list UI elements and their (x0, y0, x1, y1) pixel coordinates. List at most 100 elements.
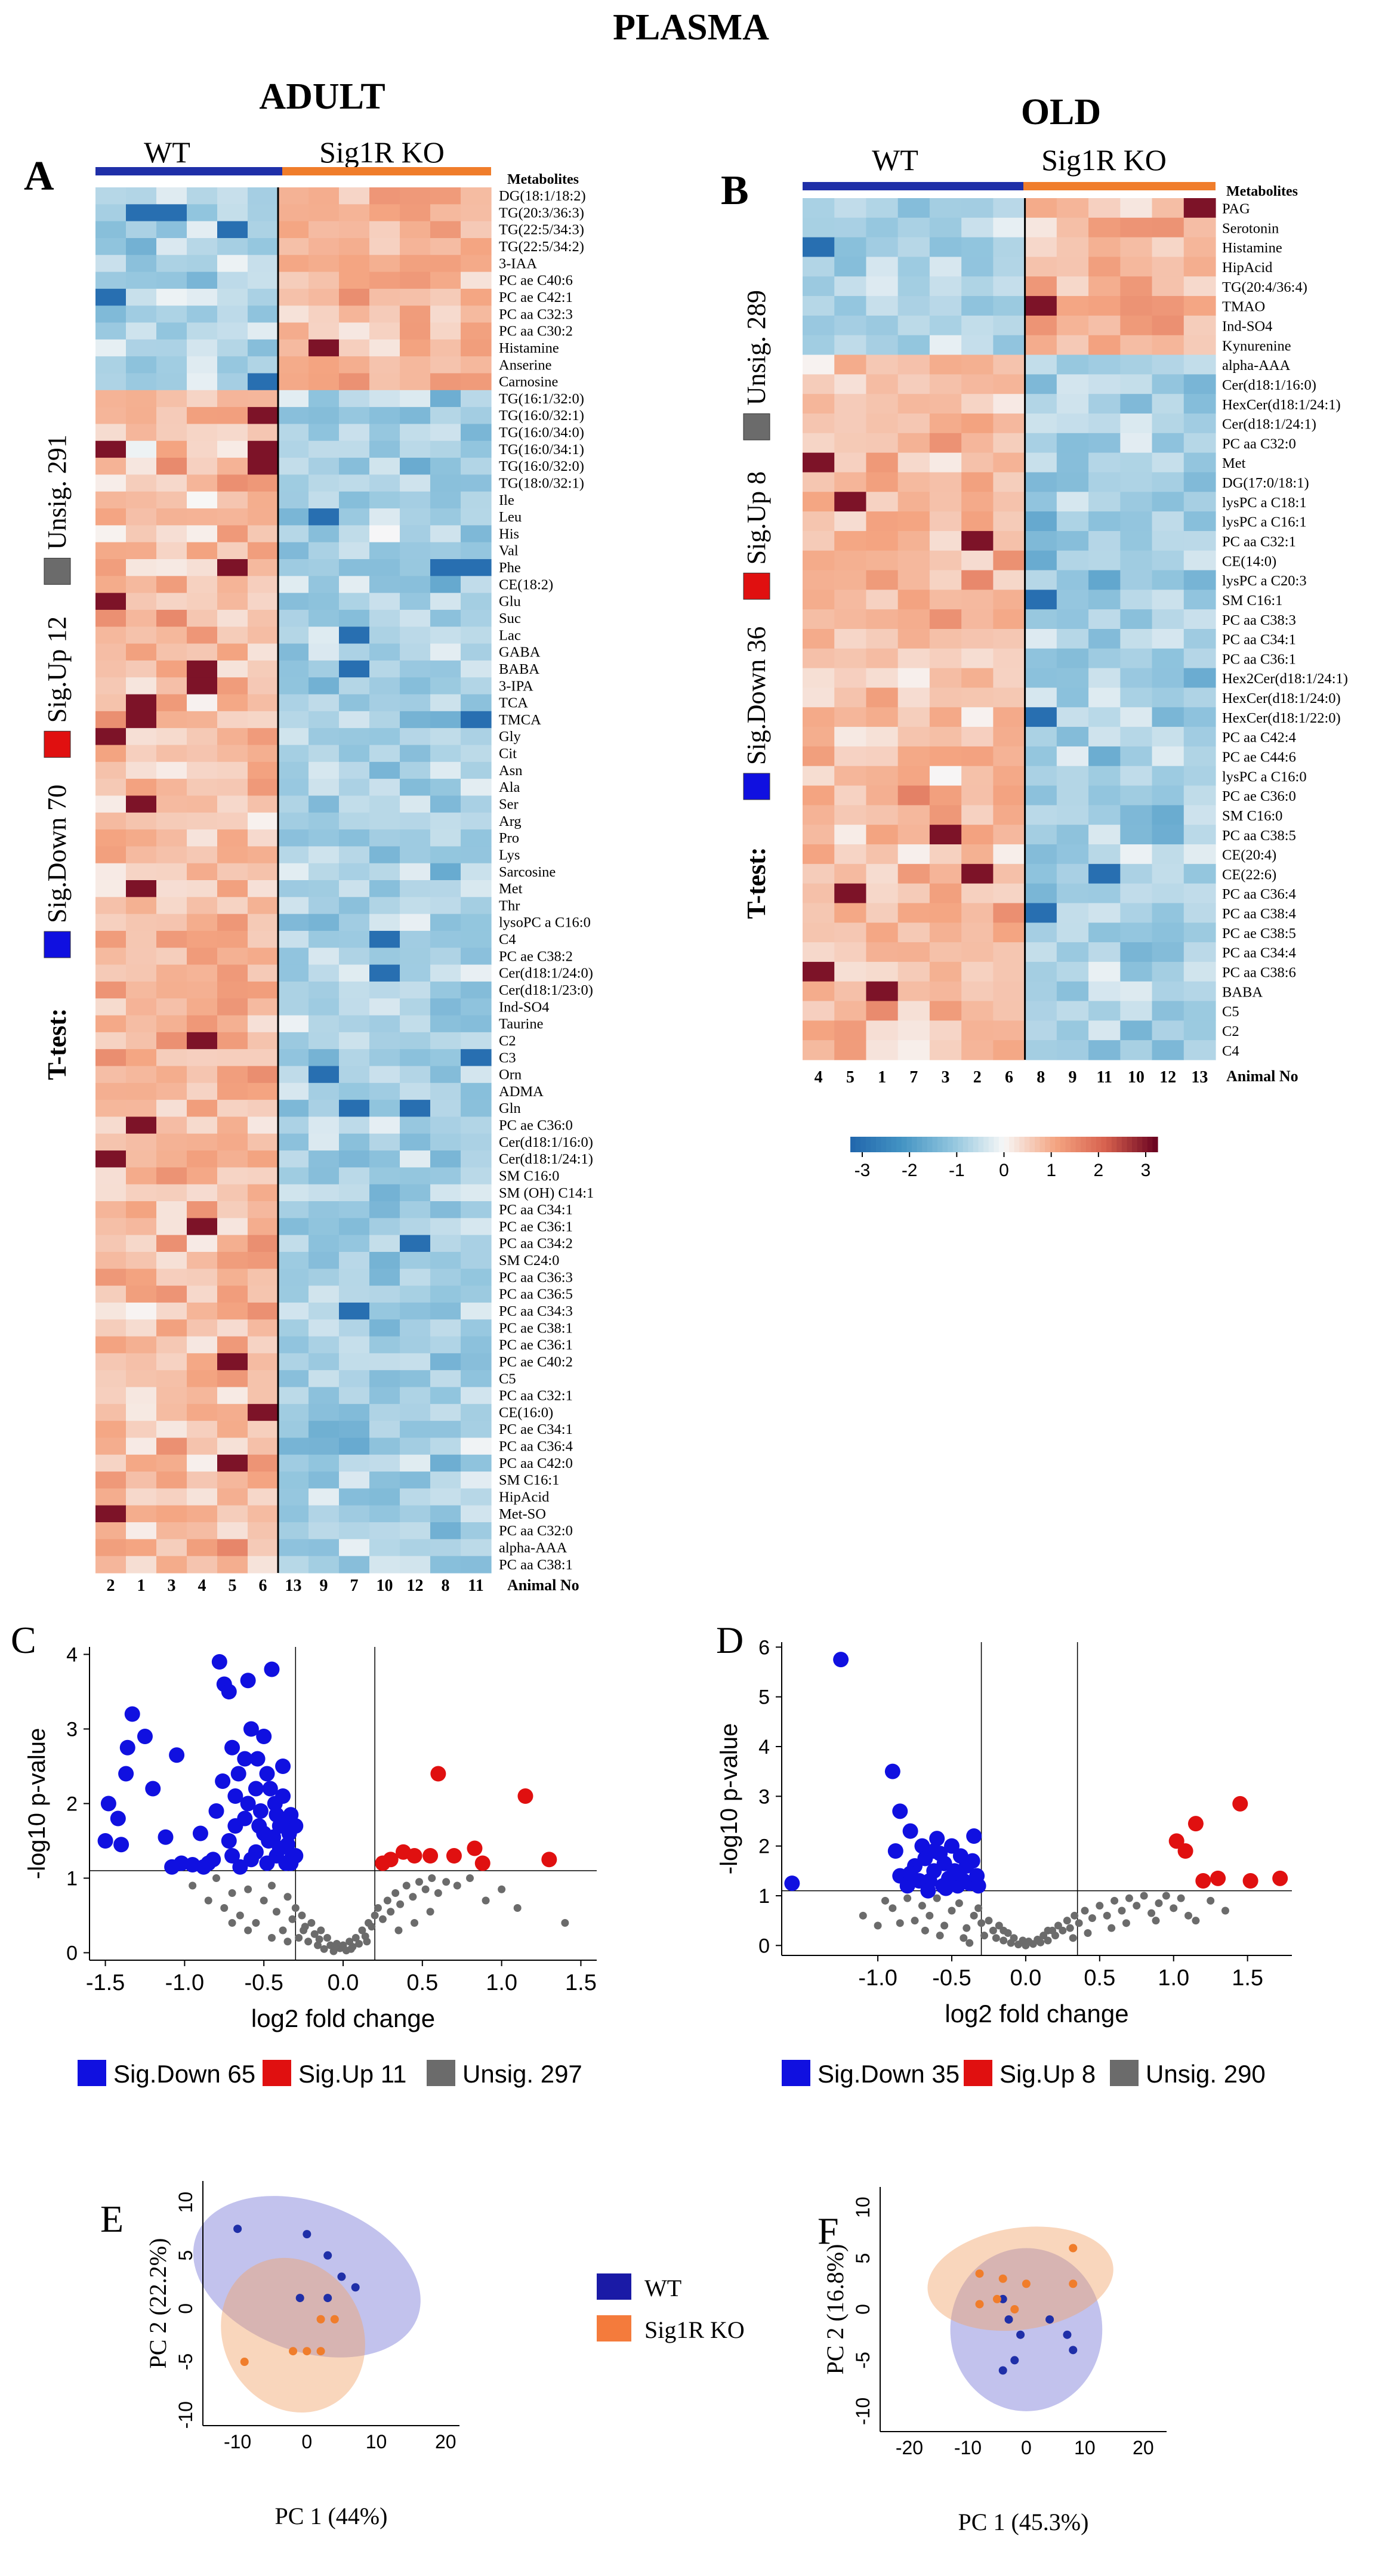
unsig-point (358, 1926, 366, 1935)
heatmap-cell (95, 1285, 127, 1303)
heatmap-cell (461, 694, 492, 712)
heatmap-cell (1056, 766, 1089, 786)
heatmap-cell (217, 779, 248, 797)
heatmap-cell (248, 187, 279, 205)
heatmap-cell (1056, 1020, 1089, 1041)
heatmap-cell (430, 1370, 461, 1388)
colorbar-segment (850, 1137, 856, 1152)
heatmap-cell (1152, 1001, 1184, 1021)
heatmap-cell (156, 491, 187, 509)
heatmap-cell (430, 846, 461, 864)
heatmap-cell (400, 1285, 431, 1303)
unsig-point (936, 1932, 944, 1940)
heatmap-cell (156, 1505, 187, 1523)
heatmap-cell (126, 593, 157, 610)
row-label: PC aa C38:5 (1222, 828, 1296, 844)
heatmap-cell (309, 221, 340, 239)
heatmap-cell (369, 1539, 400, 1557)
heatmap-cell (993, 1001, 1026, 1021)
heatmap-cell (217, 964, 248, 982)
heatmap-cell (1120, 433, 1153, 454)
heatmap-cell (461, 306, 492, 323)
heatmap-cell (400, 221, 431, 239)
wt-point (351, 2283, 360, 2292)
heatmap-cell (217, 356, 248, 374)
heatmap-cell (400, 204, 431, 222)
heatmap-cell (834, 315, 867, 336)
heatmap-cell (278, 1454, 309, 1472)
heatmap-cell (961, 414, 994, 434)
up-point (446, 1848, 462, 1864)
heatmap-cell (803, 883, 835, 904)
heatmap-cell (866, 433, 899, 454)
ko-point (1069, 2279, 1078, 2288)
heatmap-cell (217, 1116, 248, 1134)
heatmap-cell (187, 1251, 218, 1269)
heatmap-cell (1152, 354, 1184, 375)
col-label: 9 (1068, 1068, 1076, 1087)
heatmap-cell (248, 1150, 279, 1168)
row-label: Histamine (1222, 240, 1282, 256)
heatmap-cell (834, 276, 867, 297)
down-square (743, 773, 770, 800)
panel-a-group-ko: Sig1R KO (319, 135, 445, 169)
heatmap-cell (217, 1336, 248, 1354)
heatmap-cell (1025, 844, 1057, 865)
heatmap-cell (1120, 687, 1153, 708)
heatmap-cell (278, 1235, 309, 1252)
heatmap-cell (897, 414, 930, 434)
unsig-point (960, 1934, 968, 1942)
wt-point (1063, 2330, 1072, 2339)
heatmap-cell (866, 237, 899, 258)
heatmap-cell (278, 407, 309, 425)
row-label: TG(18:0/32:1) (499, 475, 584, 491)
heatmap-cell (309, 1437, 340, 1455)
heatmap-cell (126, 1437, 157, 1455)
panel-e-letter: E (100, 2198, 124, 2240)
heatmap-cell (961, 687, 994, 708)
heatmap-cell (278, 1302, 309, 1320)
heatmap-cell (187, 728, 218, 746)
heatmap-cell (248, 593, 279, 610)
heatmap-cell (1183, 609, 1216, 630)
heatmap-cell (400, 981, 431, 999)
unsig-point (1108, 1924, 1116, 1932)
heatmap-cell (369, 1488, 400, 1506)
heatmap-cell (126, 897, 157, 915)
heatmap-cell (1056, 217, 1089, 238)
unsig-point (926, 1911, 934, 1920)
heatmap-cell (156, 1556, 187, 1574)
heatmap-cell (126, 930, 157, 948)
heatmap-cell (430, 576, 461, 594)
heatmap-cell (156, 373, 187, 391)
heatmap-cell (278, 322, 309, 340)
heatmap-cell (156, 474, 187, 492)
row-label: C3 (499, 1050, 516, 1066)
panel-a-metabolites-header: Metabolites (507, 172, 579, 187)
colorbar-segment (912, 1137, 918, 1152)
heatmap-cell (187, 694, 218, 712)
heatmap-cell (248, 1353, 279, 1371)
heatmap-cell (430, 897, 461, 915)
heatmap-cell (430, 1302, 461, 1320)
row-label: 3-IPA (499, 678, 533, 694)
heatmap-cell (461, 609, 492, 627)
up-square (743, 572, 770, 600)
heatmap-cell (156, 1454, 187, 1472)
heatmap-cell (1152, 766, 1184, 786)
heatmap-cell (430, 627, 461, 644)
x-tick-label: -1.0 (165, 1970, 204, 1995)
heatmap-cell (1088, 981, 1121, 1002)
y-tick-label: 10 (852, 2196, 874, 2218)
unsig-point (1184, 1911, 1193, 1920)
heatmap-cell (1025, 785, 1057, 806)
heatmap-cell (1025, 394, 1057, 414)
heatmap-cell (1183, 590, 1216, 610)
heatmap-cell (369, 306, 400, 323)
heatmap-cell (309, 1387, 340, 1405)
heatmap-cell (156, 1251, 187, 1269)
heatmap-cell (461, 1049, 492, 1067)
row-label: alpha-AAA (1222, 357, 1291, 374)
unsig-point (1044, 1926, 1052, 1935)
heatmap-cell (248, 880, 279, 897)
